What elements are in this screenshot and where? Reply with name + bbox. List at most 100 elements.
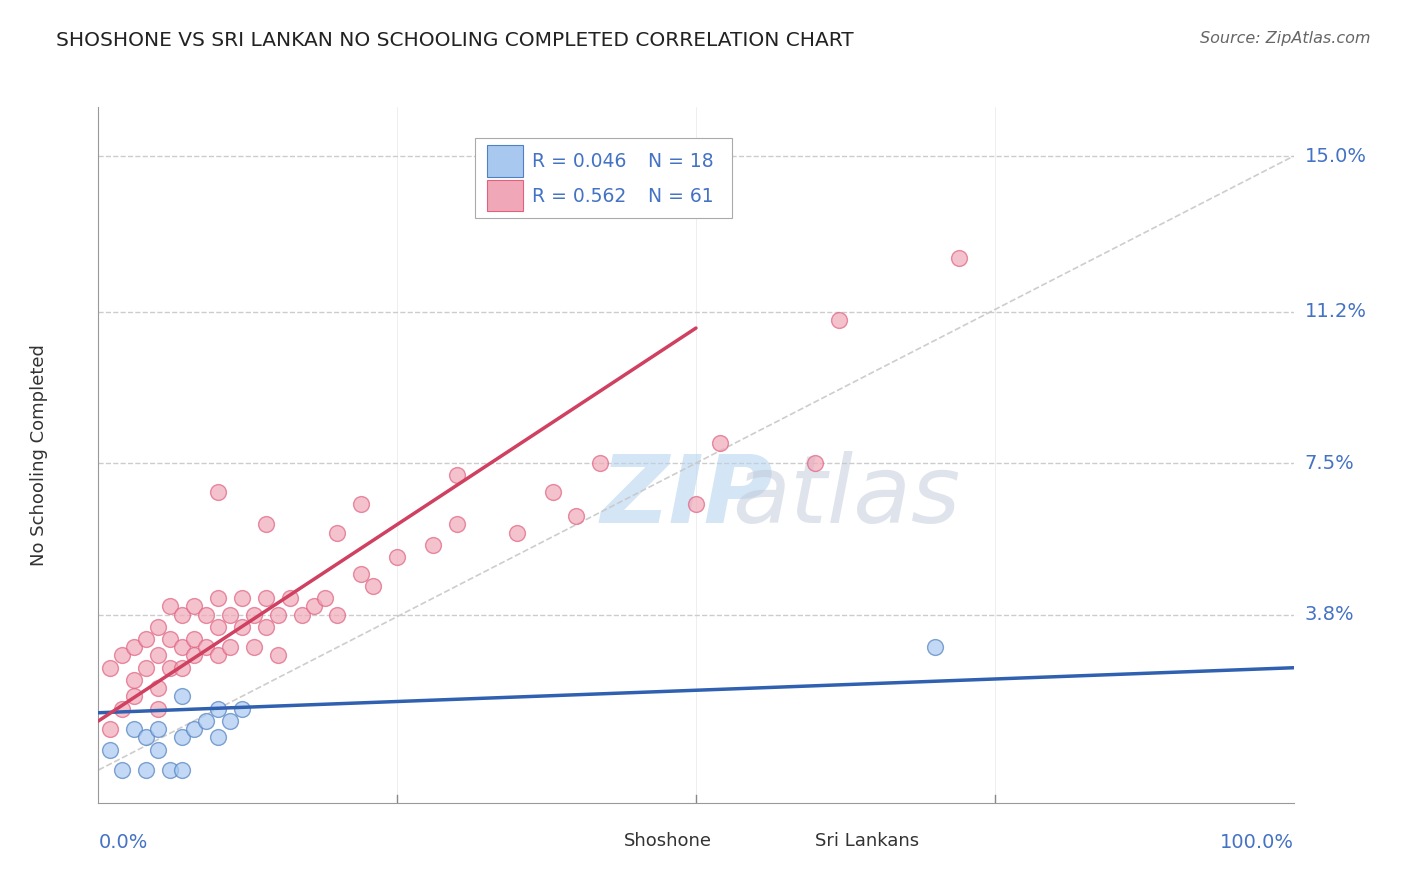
- Point: [98, 722, 122, 736]
- Bar: [582, 827, 616, 855]
- Point: [315, 591, 337, 606]
- Point: [278, 591, 301, 606]
- Point: [254, 620, 277, 634]
- Text: 15.0%: 15.0%: [1305, 146, 1367, 166]
- Point: [172, 731, 194, 745]
- Point: [124, 690, 146, 704]
- Text: SHOSHONE VS SRI LANKAN NO SCHOOLING COMPLETED CORRELATION CHART: SHOSHONE VS SRI LANKAN NO SCHOOLING COMP…: [56, 31, 853, 50]
- Point: [111, 648, 134, 663]
- Point: [207, 731, 229, 745]
- Point: [589, 456, 612, 470]
- Point: [231, 591, 253, 606]
- Point: [135, 661, 157, 675]
- Point: [207, 591, 229, 606]
- Point: [326, 607, 349, 622]
- Point: [172, 661, 194, 675]
- Point: [98, 742, 122, 756]
- Point: [828, 313, 851, 327]
- Point: [506, 525, 529, 540]
- Text: Sri Lankans: Sri Lankans: [815, 832, 920, 850]
- Point: [124, 722, 146, 736]
- Point: [804, 456, 827, 470]
- Text: R = 0.046: R = 0.046: [533, 152, 627, 170]
- Bar: [773, 827, 807, 855]
- Point: [194, 714, 217, 728]
- Point: [267, 648, 290, 663]
- Text: R = 0.562: R = 0.562: [533, 186, 627, 205]
- Point: [172, 763, 194, 777]
- Point: [207, 484, 229, 499]
- Point: [148, 648, 170, 663]
- Point: [326, 525, 349, 540]
- Point: [172, 607, 194, 622]
- FancyBboxPatch shape: [475, 138, 733, 219]
- Point: [948, 252, 970, 266]
- Point: [254, 591, 277, 606]
- Point: [207, 648, 229, 663]
- Text: Source: ZipAtlas.com: Source: ZipAtlas.com: [1201, 31, 1371, 46]
- Point: [290, 607, 312, 622]
- Bar: [486, 145, 523, 177]
- Text: 0.0%: 0.0%: [98, 833, 148, 853]
- Point: [159, 661, 181, 675]
- Point: [231, 701, 253, 715]
- Point: [385, 550, 409, 565]
- Point: [267, 607, 290, 622]
- Point: [98, 661, 122, 675]
- Text: No Schooling Completed: No Schooling Completed: [30, 344, 48, 566]
- Text: Shoshone: Shoshone: [624, 832, 713, 850]
- Point: [685, 497, 707, 511]
- Point: [159, 632, 181, 646]
- Point: [183, 599, 205, 614]
- Point: [219, 714, 242, 728]
- Point: [172, 640, 194, 655]
- Point: [219, 607, 242, 622]
- Point: [148, 620, 170, 634]
- Point: [183, 632, 205, 646]
- Point: [124, 640, 146, 655]
- Point: [219, 640, 242, 655]
- Text: atlas: atlas: [733, 451, 960, 542]
- Text: N = 61: N = 61: [648, 186, 714, 205]
- Point: [148, 742, 170, 756]
- Text: 7.5%: 7.5%: [1305, 454, 1354, 473]
- Point: [254, 517, 277, 532]
- Point: [148, 681, 170, 696]
- Point: [446, 468, 468, 483]
- Point: [159, 599, 181, 614]
- Point: [148, 701, 170, 715]
- Text: ZIP: ZIP: [600, 450, 773, 542]
- Point: [422, 538, 444, 552]
- Text: 11.2%: 11.2%: [1305, 302, 1367, 321]
- Point: [207, 701, 229, 715]
- Point: [350, 566, 373, 581]
- Text: 100.0%: 100.0%: [1219, 833, 1294, 853]
- Point: [924, 640, 946, 655]
- Point: [135, 731, 157, 745]
- Text: N = 18: N = 18: [648, 152, 714, 170]
- Point: [243, 607, 266, 622]
- Point: [183, 648, 205, 663]
- Point: [446, 517, 468, 532]
- Text: 3.8%: 3.8%: [1305, 605, 1354, 624]
- Point: [172, 690, 194, 704]
- Point: [135, 763, 157, 777]
- Point: [148, 722, 170, 736]
- Point: [111, 763, 134, 777]
- Point: [135, 632, 157, 646]
- Point: [194, 640, 217, 655]
- Point: [111, 701, 134, 715]
- Point: [124, 673, 146, 687]
- Point: [231, 620, 253, 634]
- Point: [159, 763, 181, 777]
- Point: [183, 722, 205, 736]
- Point: [207, 620, 229, 634]
- Point: [302, 599, 325, 614]
- Point: [194, 607, 217, 622]
- Point: [350, 497, 373, 511]
- Point: [565, 509, 588, 524]
- Bar: [486, 180, 523, 211]
- Point: [709, 435, 731, 450]
- Point: [363, 579, 385, 593]
- Point: [243, 640, 266, 655]
